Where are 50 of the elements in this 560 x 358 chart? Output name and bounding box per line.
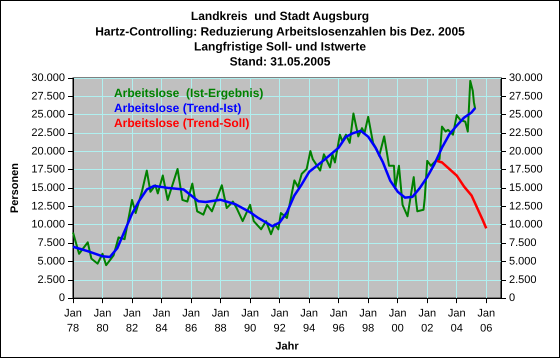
y2-tick-label: 10.000 xyxy=(509,218,543,231)
x-tick-label: Jan 96 xyxy=(330,308,348,335)
x-tick-label: Jan 78 xyxy=(64,308,82,335)
y2-tick-label: 25.000 xyxy=(509,108,543,121)
y2-tick-label: 5.000 xyxy=(509,255,537,268)
x-tick-label: Jan 00 xyxy=(388,308,407,335)
y2-tick-label: 7.500 xyxy=(509,237,537,250)
x-tick-label: Jan 88 xyxy=(212,308,230,335)
y-tick-label: 25.000 xyxy=(31,108,65,121)
y2-tick-label: 2.500 xyxy=(509,274,537,286)
chart-subtitle: Hartz-Controlling: Reduzierung Arbeitslosenzahlen bis Dez. 2005 Langfristige Soll- und Istwerte Stand: 31.05.2005 xyxy=(95,24,466,68)
chart-title: Landkreis und Stadt Augsburg xyxy=(190,9,370,23)
y-tick-label: 15.000 xyxy=(31,182,65,194)
text: Arbeitslose (Trend-Ist) xyxy=(114,101,242,115)
text: Arbeitslose (Trend-Soll) xyxy=(114,116,250,130)
x-tick-label: Jan 86 xyxy=(182,308,200,335)
x-tick-label: Jan 94 xyxy=(300,308,318,335)
y2-tick-label: 15.000 xyxy=(509,182,543,194)
y-tick-label: 0 xyxy=(58,292,65,304)
x-tick-label: Jan 90 xyxy=(241,308,259,335)
y-tick-label: 5.000 xyxy=(37,255,65,268)
x-tick-label: Jan 82 xyxy=(123,308,141,335)
y-tick-label: 10.000 xyxy=(31,218,65,231)
y2-tick-label: 17.500 xyxy=(509,164,543,176)
x-tick-label: Jan 92 xyxy=(270,308,288,335)
x-tick-label: Jan 04 xyxy=(448,308,466,335)
y-tick-label: 27.500 xyxy=(31,90,65,102)
y-tick-label: 22.500 xyxy=(31,127,65,140)
x-axis-title: Jahr xyxy=(275,340,300,352)
y2-tick-label: 30.000 xyxy=(509,72,543,84)
y-tick-label: 12.500 xyxy=(31,200,65,212)
y-tick-label: 20.000 xyxy=(31,145,65,158)
y2-tick-label: 12.500 xyxy=(509,200,543,212)
y-tick-label: 30.000 xyxy=(31,72,65,84)
y2-tick-label: 22.500 xyxy=(509,127,543,140)
text: Arbeitslose (Ist-Ergebnis) xyxy=(114,86,264,100)
y-tick-label: 2.500 xyxy=(37,274,65,286)
x-tick-label: Jan 80 xyxy=(94,308,112,335)
x-tick-label: Jan 06 xyxy=(477,308,496,335)
line-series xyxy=(72,80,476,266)
y-tick-label: 7.500 xyxy=(37,237,65,250)
y-tick-label: 17.500 xyxy=(31,164,65,176)
x-tick-label: Jan 02 xyxy=(418,308,436,335)
y-axis-title: Personen xyxy=(8,162,21,214)
x-tick-label: Jan 84 xyxy=(152,308,170,335)
y2-tick-label: 0 xyxy=(509,292,516,304)
y2-tick-label: 27.500 xyxy=(509,90,543,102)
line-series xyxy=(436,160,488,230)
x-tick-label: Jan 98 xyxy=(359,308,378,335)
y2-tick-label: 20.000 xyxy=(509,145,543,158)
